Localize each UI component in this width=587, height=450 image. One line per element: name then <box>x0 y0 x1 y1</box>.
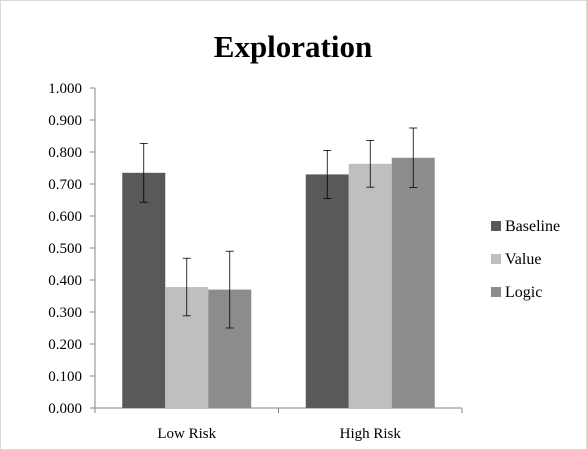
y-tick-label: 0.000 <box>48 401 82 417</box>
y-tick-label: 1.000 <box>48 81 82 97</box>
y-tick-label: 0.400 <box>48 273 82 289</box>
y-tick-label: 0.700 <box>48 177 82 193</box>
y-tick-label: 0.300 <box>48 305 82 321</box>
legend-label-value: Value <box>505 251 541 268</box>
bar-baseline <box>305 174 349 408</box>
bar-group <box>122 157 435 408</box>
y-axis: 0.000 0.100 0.200 0.300 0.400 0.500 0.600 0.700… <box>48 81 96 417</box>
y-tick-label: 0.500 <box>48 241 82 257</box>
x-axis: Low Risk High Risk <box>94 407 463 442</box>
error-bar <box>366 140 375 188</box>
bar-value <box>348 163 392 408</box>
chart-title: Exploration <box>214 29 372 64</box>
y-tick-label: 0.900 <box>48 113 82 129</box>
y-tick-label: 0.100 <box>48 369 82 385</box>
y-tick-label: 0.200 <box>48 337 82 353</box>
legend-label-baseline: Baseline <box>505 218 560 235</box>
error-bar <box>139 142 148 203</box>
legend-swatch-logic <box>491 287 501 297</box>
x-tick-label: High Risk <box>340 426 402 442</box>
error-bar <box>409 127 418 188</box>
y-tick-label: 0.600 <box>48 209 82 225</box>
legend: Baseline Value Logic <box>491 218 560 301</box>
error-bar <box>225 250 234 329</box>
error-bar <box>182 257 191 317</box>
legend-swatch-value <box>491 254 501 264</box>
x-tick-label: Low Risk <box>157 426 216 442</box>
legend-swatch-baseline <box>491 221 501 231</box>
legend-label-logic: Logic <box>505 284 542 301</box>
bar-baseline <box>122 172 166 408</box>
y-tick-label: 0.800 <box>48 145 82 161</box>
error-bar-group <box>139 127 418 329</box>
bar-logic <box>391 157 435 408</box>
error-bar <box>323 149 332 199</box>
